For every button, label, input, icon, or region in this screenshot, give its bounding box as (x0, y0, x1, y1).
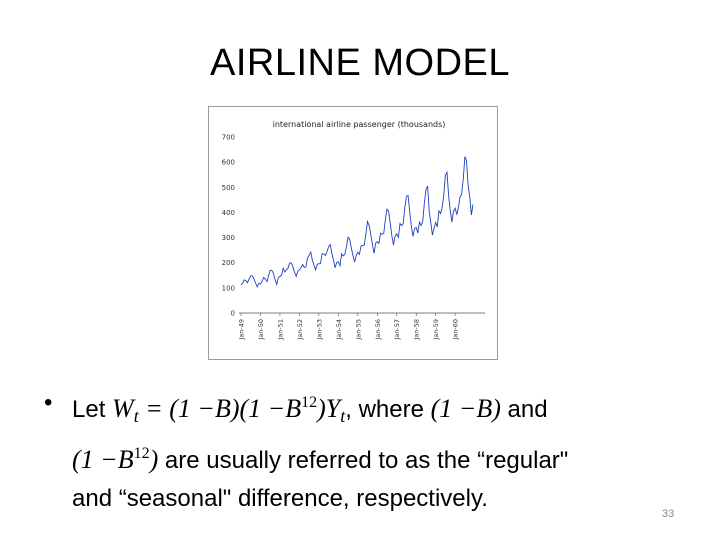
line-chart: international airline passenger (thousan… (222, 120, 485, 341)
y-tick-label: 0 (231, 310, 235, 318)
formula-regular-diff: (1 −B) (430, 394, 501, 423)
bullet-text-seasonal: and “seasonal" difference, respectively. (72, 485, 488, 512)
y-tick-label: 200 (222, 259, 235, 267)
formula-w-subscript: t (133, 406, 139, 426)
y-tick-label: 300 (222, 234, 235, 242)
y-tick-label: 100 (222, 284, 235, 292)
formula-w-symbol: W (112, 394, 134, 423)
formula-w: Wt = (1 −B)(1 −B12)Yt (112, 394, 346, 426)
x-tick-label: Jan-57 (393, 319, 401, 341)
x-tick-label: Jan-50 (257, 319, 265, 341)
y-tick-label: 600 (222, 159, 235, 167)
y-tick-label: 700 (222, 134, 235, 142)
bullet-line-3: and “seasonal" difference, respectively. (72, 480, 712, 518)
x-tick-label: Jan-51 (276, 319, 284, 341)
x-axis: Jan-49 Jan-50 Jan-51 Jan-52 Jan-53 Jan-54 Jan-… (238, 313, 460, 341)
formula-seasonal-close: ) (149, 445, 159, 474)
formula-y-subscript: t (340, 406, 346, 426)
x-tick-label: Jan-49 (238, 319, 246, 341)
page-number: 33 (662, 508, 675, 520)
formula-equation-close: )Y (317, 394, 341, 423)
x-tick-label: Jan-60 (452, 319, 460, 341)
bullet-text: Let Wt = (1 −B)(1 −B12)Yt, where (1 −B) … (72, 384, 712, 518)
bullet-text-where: , where (345, 396, 431, 423)
chart-figure: international airline passenger (thousan… (208, 106, 498, 360)
bullet-line-2: (1 −B12) are usually referred to as the … (72, 435, 712, 480)
y-axis: 700 600 500 400 300 200 100 0 (222, 134, 235, 318)
x-tick-label: Jan-54 (335, 319, 343, 341)
x-tick-label: Jan-53 (315, 319, 323, 341)
x-tick-label: Jan-52 (296, 319, 304, 341)
series-line-passengers (240, 156, 474, 289)
bullet-line-1: Let Wt = (1 −B)(1 −B12)Yt, where (1 −B) … (72, 384, 712, 435)
y-tick-label: 500 (222, 184, 235, 192)
formula-equation: = (1 −B)(1 −B (138, 394, 302, 423)
chart-title: international airline passenger (thousan… (273, 120, 446, 129)
formula-seasonal-diff: (1 −B12) (72, 445, 158, 474)
bullet-dot: • (44, 389, 53, 416)
bullet-text-and: and (500, 396, 548, 423)
slide-title: AIRLINE MODEL (209, 42, 511, 84)
formula-seasonal-exponent: 12 (133, 445, 150, 462)
x-tick-label: Jan-55 (354, 319, 362, 341)
formula-exponent: 12 (301, 394, 318, 411)
bullet-text-let: Let (72, 396, 113, 423)
x-tick-label: Jan-56 (374, 319, 382, 341)
y-tick-label: 400 (222, 209, 235, 217)
x-tick-label: Jan-59 (432, 319, 440, 341)
x-tick-label: Jan-58 (413, 319, 421, 341)
bullet-text-referred: are usually referred to as the “regular" (158, 447, 569, 474)
formula-seasonal-open: (1 −B (72, 445, 134, 474)
